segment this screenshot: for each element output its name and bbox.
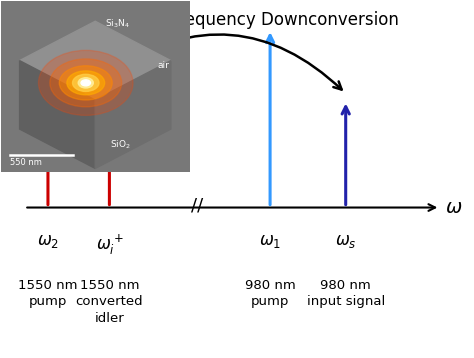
Text: 980 nm
pump: 980 nm pump: [245, 279, 295, 308]
Text: 1550 nm
pump: 1550 nm pump: [18, 279, 78, 308]
Text: //: //: [191, 197, 203, 215]
Text: $\omega_2$: $\omega_2$: [37, 232, 59, 251]
Text: $\omega_1$: $\omega_1$: [259, 232, 281, 251]
FancyArrowPatch shape: [112, 34, 342, 90]
Text: 980 nm
input signal: 980 nm input signal: [307, 279, 385, 308]
Text: $\omega_s$: $\omega_s$: [335, 232, 356, 251]
Text: 1550 nm
converted
idler: 1550 nm converted idler: [75, 279, 143, 325]
Text: $\omega$: $\omega$: [445, 198, 463, 217]
Text: $\omega_i^+$: $\omega_i^+$: [96, 232, 123, 257]
Text: Frequency Downconversion: Frequency Downconversion: [170, 11, 399, 29]
